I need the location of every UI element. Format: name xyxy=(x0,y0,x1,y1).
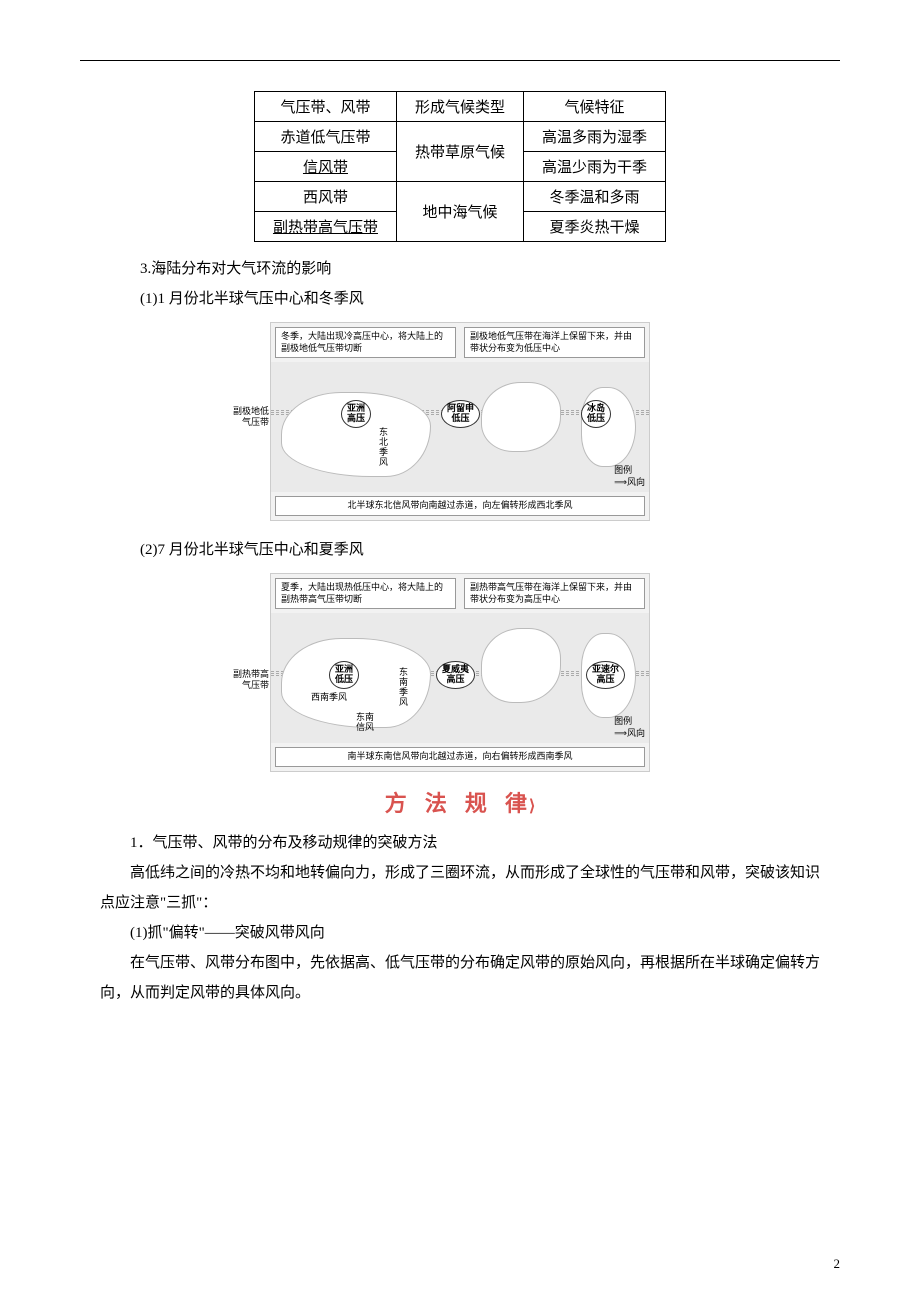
cell-belt: 西风带 xyxy=(254,182,396,212)
climate-table: 气压带、风带 形成气候类型 气候特征 赤道低气压带 热带草原气候 高温多雨为湿季… xyxy=(254,91,666,242)
cell-feature: 冬季温和多雨 xyxy=(524,182,666,212)
table-header-row: 气压带、风带 形成气候类型 气候特征 xyxy=(254,92,665,122)
callout-right: 副热带高气压带在海洋上保留下来，并由带状分布变为高压中心 xyxy=(464,578,645,609)
arrow-icon: ⟩ xyxy=(529,798,535,815)
section-3-1-title: (1)1 月份北半球气压中心和冬季风 xyxy=(140,284,840,314)
side-label: 副热带高气压带 xyxy=(219,669,269,691)
legend: 图例 ⟹风向 xyxy=(614,716,645,739)
se-monsoon-label: 东南季风 xyxy=(399,668,408,708)
section-3-title: 3.海陆分布对大气环流的影响 xyxy=(140,254,840,284)
cell-climate: 地中海气候 xyxy=(396,182,523,242)
map-footer: 南半球东南信风带向北越过赤道，向右偏转形成西南季风 xyxy=(275,747,645,767)
cell-belt: 赤道低气压带 xyxy=(254,122,396,152)
cell-climate: 热带草原气候 xyxy=(396,122,523,182)
january-map: 冬季，大陆出现冷高压中心，将大陆上的副极地低气压带切断 副极地低气压带在海洋上保… xyxy=(270,322,650,521)
callout-left: 冬季，大陆出现冷高压中心，将大陆上的副极地低气压带切断 xyxy=(275,327,456,358)
july-map: 夏季，大陆出现热低压中心，将大陆上的副热带高气压带切断 副热带高气压带在海洋上保… xyxy=(270,573,650,772)
cell-belt: 副热带高气压带 xyxy=(254,212,396,242)
se-trade-label: 东南信风 xyxy=(356,713,374,733)
legend: 图例 ⟹风向 xyxy=(614,465,645,488)
cell-feature: 夏季炎热干燥 xyxy=(524,212,666,242)
th-feature: 气候特征 xyxy=(524,92,666,122)
legend-wind: ⟹风向 xyxy=(614,728,645,740)
cell-belt: 信风带 xyxy=(254,152,396,182)
method-1-1-body: 在气压带、风带分布图中，先依据高、低气压带的分布确定风带的原始风向，再根据所在半… xyxy=(80,948,840,1008)
iceland-low-bubble: 冰岛低压 xyxy=(581,400,611,428)
asia-high-bubble: 亚洲高压 xyxy=(341,400,371,428)
table-row: 赤道低气压带 热带草原气候 高温多雨为湿季 xyxy=(254,122,665,152)
ne-monsoon-label: 东北季风 xyxy=(379,428,388,468)
aleutian-low-bubble: 阿留申低压 xyxy=(441,400,480,428)
method-1-1-title: (1)抓"偏转"——突破风带风向 xyxy=(80,918,840,948)
legend-title: 图例 xyxy=(614,465,645,477)
horizontal-rule xyxy=(80,60,840,61)
map-body: 副极地低气压带 亚洲高压 阿留申低压 冰岛低压 东北季风 图例 ⟹风向 xyxy=(271,362,649,492)
side-label: 副极地低气压带 xyxy=(219,406,269,428)
section-3-2-title: (2)7 月份北半球气压中心和夏季风 xyxy=(140,535,840,565)
cell-feature: 高温少雨为干季 xyxy=(524,152,666,182)
th-climate: 形成气候类型 xyxy=(396,92,523,122)
map-footer: 北半球东北信风带向南越过赤道，向左偏转形成西北季风 xyxy=(275,496,645,516)
hawaii-high-bubble: 夏威夷高压 xyxy=(436,661,475,689)
legend-wind: ⟹风向 xyxy=(614,477,645,489)
page-number: 2 xyxy=(834,1256,841,1272)
method-1-title: 1．气压带、风带的分布及移动规律的突破方法 xyxy=(80,828,840,858)
methods-heading: 方 法 规 律⟩ xyxy=(80,786,840,818)
cell-feature: 高温多雨为湿季 xyxy=(524,122,666,152)
callout-left: 夏季，大陆出现热低压中心，将大陆上的副热带高气压带切断 xyxy=(275,578,456,609)
sw-monsoon-label: 西南季风 xyxy=(311,693,347,703)
callout-right: 副极地低气压带在海洋上保留下来，并由带状分布变为低压中心 xyxy=(464,327,645,358)
legend-title: 图例 xyxy=(614,716,645,728)
th-belt: 气压带、风带 xyxy=(254,92,396,122)
table-row: 西风带 地中海气候 冬季温和多雨 xyxy=(254,182,665,212)
method-1-body: 高低纬之间的冷热不均和地转偏向力，形成了三圈环流，从而形成了全球性的气压带和风带… xyxy=(80,858,840,918)
map-body: 副热带高气压带 亚洲低压 夏威夷高压 亚速尔高压 西南季风 东南季风 东南信风 … xyxy=(271,613,649,743)
